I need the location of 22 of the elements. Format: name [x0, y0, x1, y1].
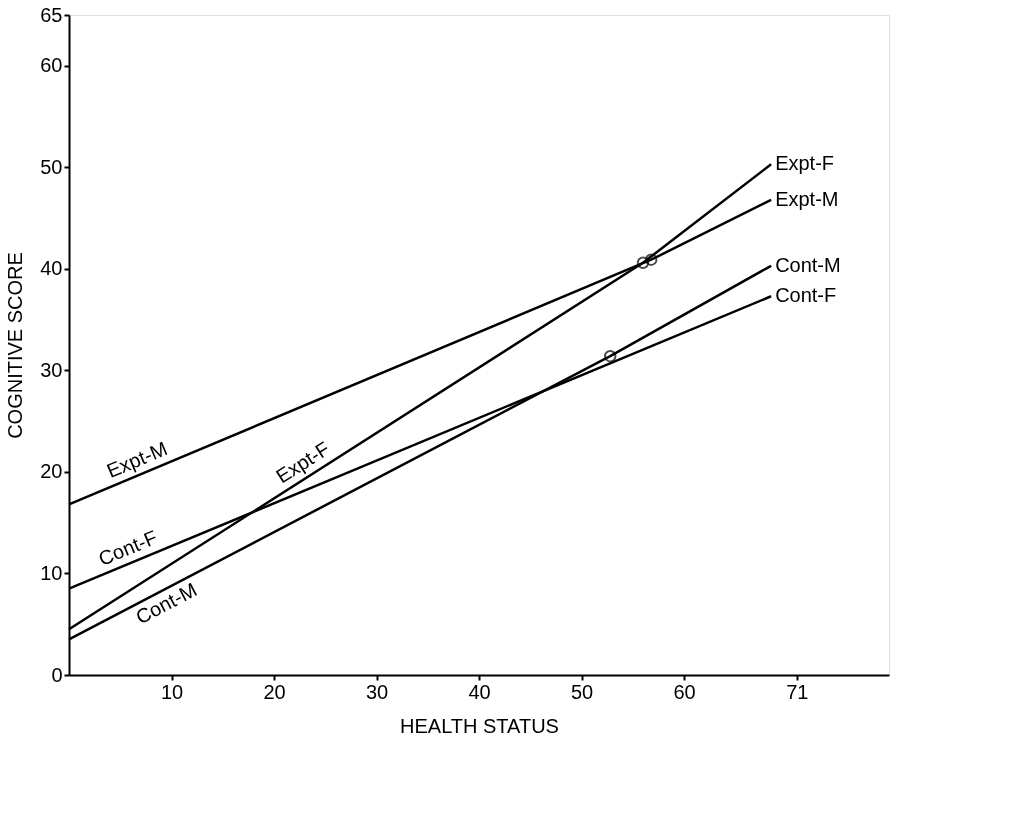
y-tick-label: 40 — [40, 257, 63, 280]
x-tick-label: 71 — [786, 680, 809, 703]
series-label: Cont-F — [775, 284, 837, 307]
y-tick-label: 20 — [40, 460, 63, 483]
y-tick-label: 30 — [40, 358, 63, 381]
y-tick-label: 10 — [40, 561, 63, 584]
x-axis-title: HEALTH STATUS — [400, 714, 559, 737]
y-tick-label: 60 — [40, 54, 63, 77]
x-tick-label: 60 — [673, 680, 696, 703]
series-label: Cont-M — [775, 253, 841, 276]
x-tick-label: 10 — [160, 680, 184, 703]
y-axis-title: COGNITIVE SCORE — [4, 252, 27, 439]
y-tick-label: 65 — [40, 3, 63, 26]
series-label: Expt-M — [775, 187, 839, 210]
y-tick-label: 0 — [51, 663, 63, 686]
x-tick-label: 40 — [468, 680, 491, 703]
x-tick-label: 50 — [570, 680, 594, 703]
series-label: Expt-F — [775, 152, 835, 175]
x-tick-label: 30 — [365, 680, 389, 703]
annotation: Cont-F — [95, 526, 161, 570]
y-tick-label: 50 — [40, 155, 63, 178]
x-tick-label: 20 — [263, 680, 286, 703]
